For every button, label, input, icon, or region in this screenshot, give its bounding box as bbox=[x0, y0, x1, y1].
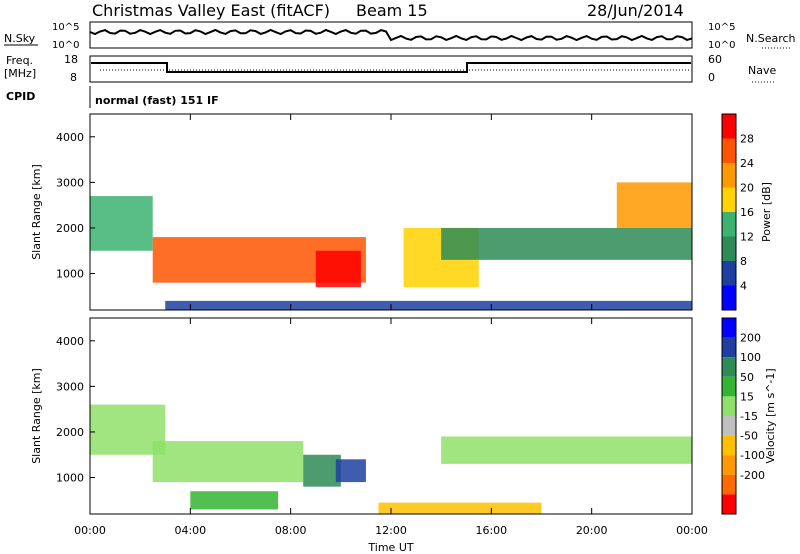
velocity-colorbar-label: Velocity [m s^-1] bbox=[764, 368, 777, 463]
xtick-label: 08:00 bbox=[275, 524, 307, 537]
echo-region-4 bbox=[190, 491, 279, 510]
echo-region-3 bbox=[335, 459, 366, 483]
xaxis-label: Time UT bbox=[367, 541, 413, 554]
nsky-right-tick-bottom: 10^0 bbox=[708, 40, 735, 51]
colorbar-tick: -50 bbox=[740, 430, 758, 443]
colorbar-swatch bbox=[722, 455, 736, 475]
colorbar-swatch bbox=[722, 212, 736, 237]
colorbar-tick: 200 bbox=[740, 332, 761, 345]
xtick-label: 00:00 bbox=[676, 524, 708, 537]
colorbar-tick: 24 bbox=[740, 157, 754, 170]
nsky-trace bbox=[89, 28, 693, 42]
freq-tick-top: 18 bbox=[64, 53, 78, 66]
ytick-label: 3000 bbox=[56, 380, 84, 393]
nave-tick-bottom: 0 bbox=[708, 71, 715, 84]
ytick-label: 2000 bbox=[56, 222, 84, 235]
colorbar-swatch bbox=[722, 474, 736, 495]
ytick-label: 4000 bbox=[56, 131, 84, 144]
colorbar-frame bbox=[721, 113, 737, 311]
velocity-heatmap bbox=[90, 404, 692, 514]
colorbar-swatch bbox=[722, 416, 736, 436]
ytick-label: 1000 bbox=[56, 268, 84, 281]
colorbar-swatch bbox=[722, 337, 736, 358]
nsky-left-tick-bottom: 10^0 bbox=[52, 40, 79, 51]
colorbar-swatch bbox=[722, 138, 736, 163]
colorbar-swatch bbox=[722, 163, 736, 188]
colorbar-tick: 4 bbox=[740, 280, 747, 293]
power-colorbar-label: Power [dB] bbox=[760, 182, 773, 242]
colorbar-frame bbox=[721, 317, 737, 515]
colorbar-tick: 28 bbox=[740, 133, 754, 146]
velocity-ylabel: Slant Range [km] bbox=[30, 368, 43, 464]
colorbar-swatch bbox=[722, 236, 736, 261]
nsky-right-tick-top: 10^5 bbox=[708, 22, 735, 33]
echo-region-4 bbox=[441, 227, 692, 260]
colorbar-swatch bbox=[722, 187, 736, 212]
colorbar-swatch bbox=[722, 318, 736, 338]
echo-region-6 bbox=[165, 300, 692, 310]
freq-trace bbox=[91, 62, 691, 73]
velocity-panel-frame bbox=[89, 317, 693, 515]
xtick-label: 16:00 bbox=[475, 524, 507, 537]
colorbar-swatch bbox=[722, 396, 736, 416]
xtick-label: 12:00 bbox=[375, 524, 407, 537]
colorbar-tick: 100 bbox=[740, 351, 761, 364]
nsky-label: N.Sky bbox=[4, 32, 36, 45]
cpid-label: CPID bbox=[6, 90, 35, 103]
colorbar-swatch bbox=[722, 261, 736, 286]
colorbar-tick: -100 bbox=[740, 449, 765, 462]
power-yaxis: 1000 2000 3000 4000 bbox=[56, 131, 95, 281]
colorbar-tick: 20 bbox=[740, 182, 754, 195]
colorbar-tick: -200 bbox=[740, 469, 765, 482]
nave-label: Nave bbox=[748, 64, 776, 77]
freq-label: Freq. bbox=[6, 54, 33, 67]
colorbar-tick: 8 bbox=[740, 255, 747, 268]
colorbar-tick: -15 bbox=[740, 410, 758, 423]
ytick-label: 2000 bbox=[56, 426, 84, 439]
echo-region-0 bbox=[90, 196, 153, 251]
colorbar-tick: 50 bbox=[740, 371, 754, 384]
colorbar-swatch bbox=[722, 114, 736, 139]
colorbar-swatch bbox=[722, 357, 736, 377]
colorbar-swatch bbox=[722, 285, 736, 310]
time-axis: 00:00 04:00 08:00 12:00 16:00 20:00 00:00 bbox=[74, 114, 708, 537]
colorbar-tick: 15 bbox=[740, 390, 754, 403]
echo-region-5 bbox=[441, 436, 692, 464]
nsky-panel-frame bbox=[89, 21, 693, 49]
xtick-label: 20:00 bbox=[576, 524, 608, 537]
colorbar-swatch bbox=[722, 494, 736, 514]
date-label: 28/Jun/2014 bbox=[587, 1, 684, 20]
colorbar-tick: 12 bbox=[740, 231, 754, 244]
colorbar-swatch bbox=[722, 435, 736, 456]
ytick-label: 3000 bbox=[56, 176, 84, 189]
beam-label: Beam 15 bbox=[356, 1, 428, 20]
echo-region-2 bbox=[303, 454, 341, 487]
velocity-yaxis: 1000 2000 3000 4000 bbox=[56, 335, 95, 485]
xtick-label: 04:00 bbox=[174, 524, 206, 537]
colorbar-swatch bbox=[722, 376, 736, 397]
colorbar-tick: 16 bbox=[740, 206, 754, 219]
echo-region-6 bbox=[378, 502, 542, 514]
power-heatmap bbox=[90, 182, 692, 310]
freq-unit-label: [MHz] bbox=[4, 67, 36, 80]
cpid-mode: normal (fast) 151 IF bbox=[95, 94, 219, 107]
ytick-label: 4000 bbox=[56, 335, 84, 348]
xtick-label: 00:00 bbox=[74, 524, 106, 537]
echo-region-1 bbox=[152, 441, 304, 483]
freq-tick-bottom: 8 bbox=[70, 71, 77, 84]
velocity-colorbar: 200 100 50 15 -15 -50 -100 -200 bbox=[721, 317, 765, 515]
nsearch-label: N.Search bbox=[746, 32, 796, 45]
station-title: Christmas Valley East (fitACF) bbox=[92, 1, 330, 20]
nsky-left-tick-top: 10^5 bbox=[52, 22, 79, 33]
ytick-label: 1000 bbox=[56, 472, 84, 485]
echo-region-5 bbox=[616, 182, 692, 228]
freq-panel-frame bbox=[89, 55, 693, 83]
nave-tick-top: 60 bbox=[708, 53, 722, 66]
power-colorbar: 4 8 12 16 20 24 28 bbox=[721, 113, 754, 311]
power-ylabel: Slant Range [km] bbox=[30, 164, 43, 260]
echo-region-2 bbox=[315, 250, 361, 288]
